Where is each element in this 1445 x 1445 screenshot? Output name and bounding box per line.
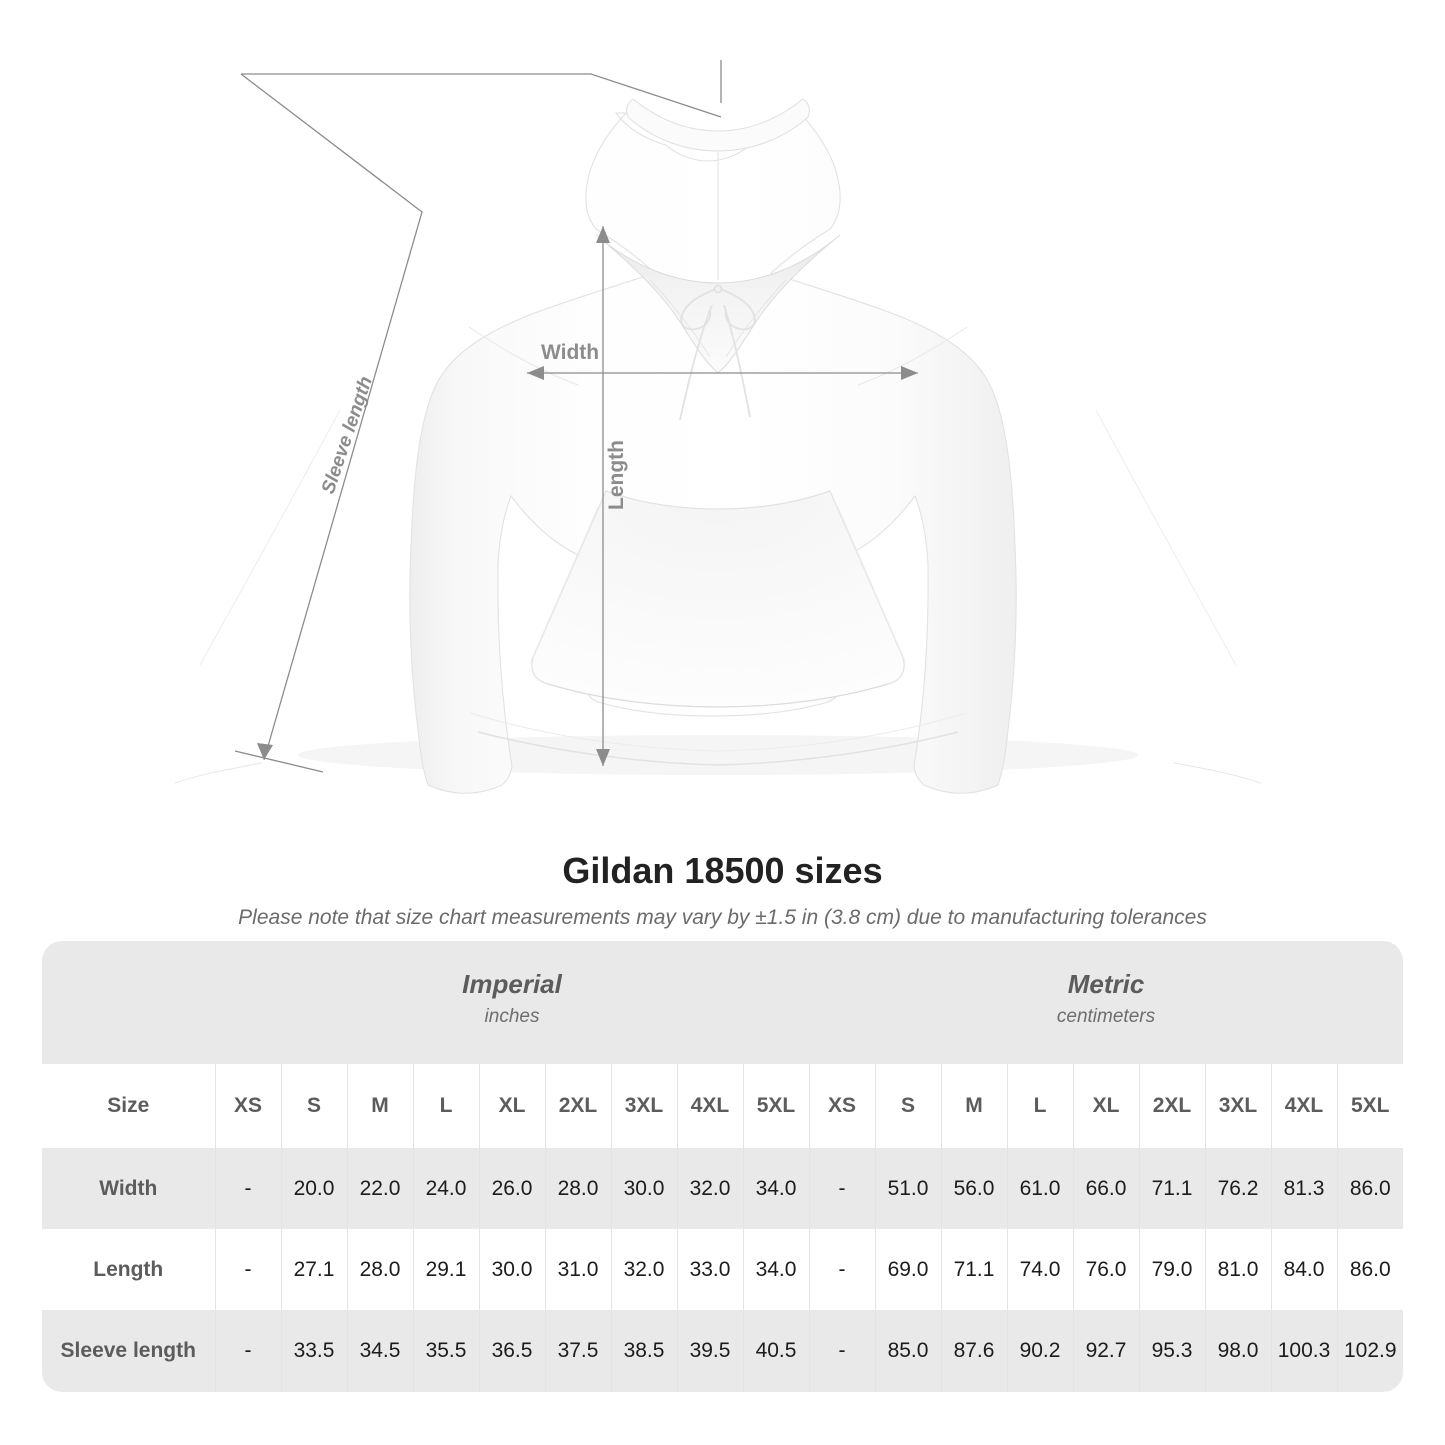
svg-text:Width: Width (541, 341, 599, 364)
svg-text:Length: Length (605, 440, 628, 510)
